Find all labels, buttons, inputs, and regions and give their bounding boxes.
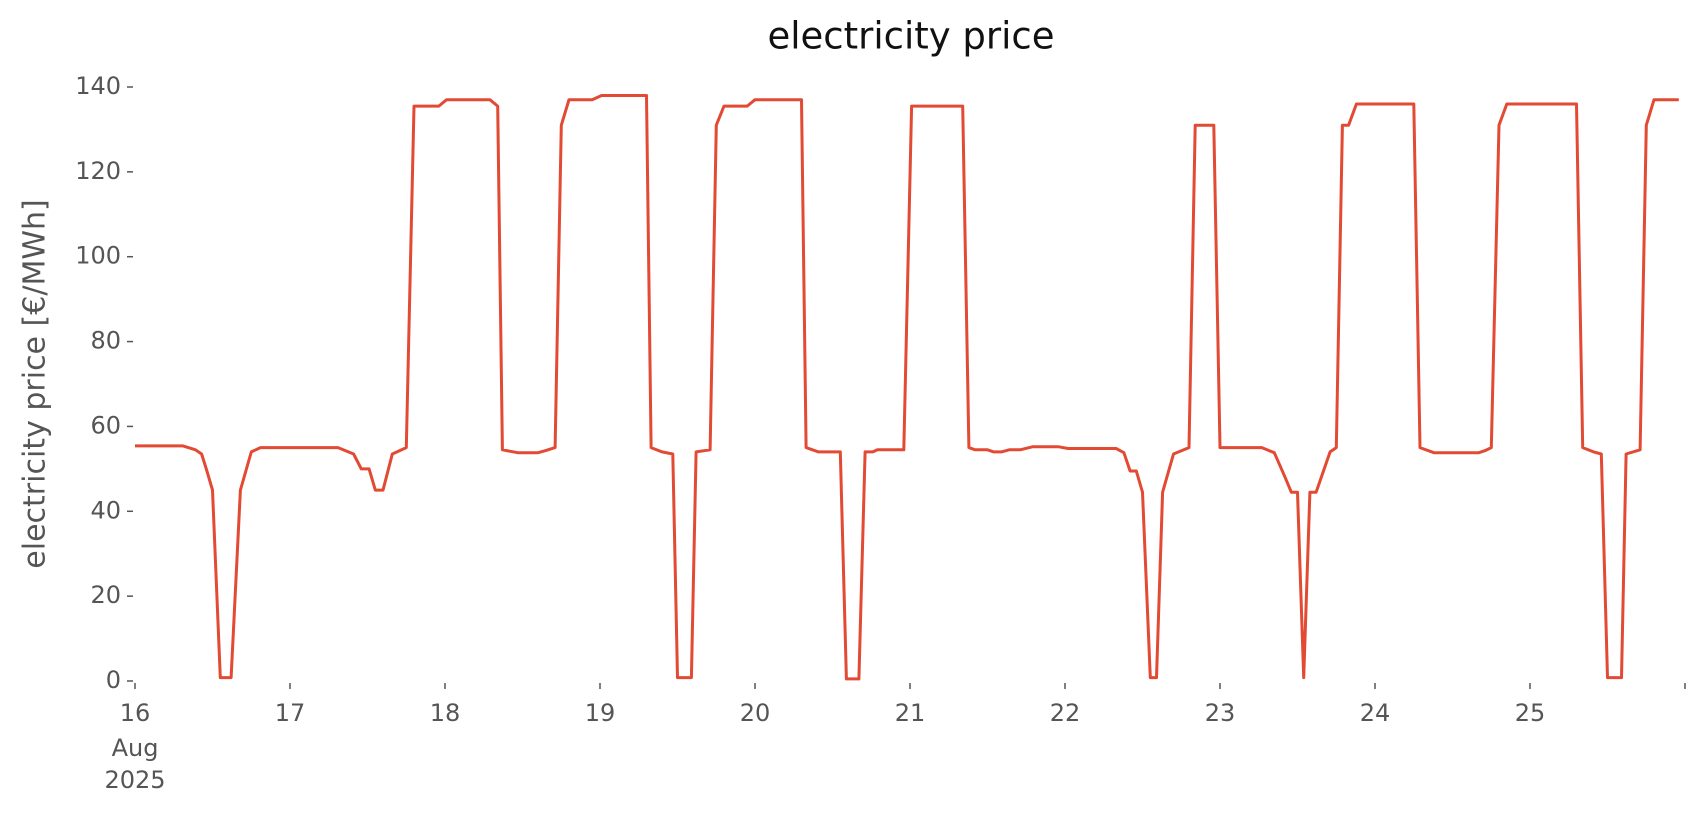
x-tick-label: 17 <box>275 699 306 727</box>
y-tick-label: 140 <box>75 72 121 100</box>
price-line <box>135 94 1679 681</box>
x-tick-label: 22 <box>1050 699 1081 727</box>
x-tick-label: 25 <box>1515 699 1546 727</box>
chart-title: electricity price <box>767 15 1054 58</box>
x-tick-label: 24 <box>1360 699 1391 727</box>
y-tick-label: 120 <box>75 157 121 185</box>
x-tick-label: 20 <box>740 699 771 727</box>
y-tick-label: 0 <box>106 666 121 694</box>
y-tick-label: 20 <box>90 581 121 609</box>
y-axis-label: electricity price [€/MWh] <box>18 199 53 568</box>
x-tick-sublabel: 2025 <box>104 766 165 794</box>
x-tick-label: 16 <box>120 699 151 727</box>
x-tick-label: 18 <box>430 699 461 727</box>
y-tick-label: 40 <box>90 496 121 524</box>
y-tick-label: 100 <box>75 242 121 270</box>
x-tick-label: 21 <box>895 699 926 727</box>
y-tick-label: 60 <box>90 411 121 439</box>
x-tick-sublabel: Aug <box>112 734 159 762</box>
y-tick-label: 80 <box>90 327 121 355</box>
x-tick-label: 23 <box>1205 699 1236 727</box>
x-tick-label: 19 <box>585 699 616 727</box>
